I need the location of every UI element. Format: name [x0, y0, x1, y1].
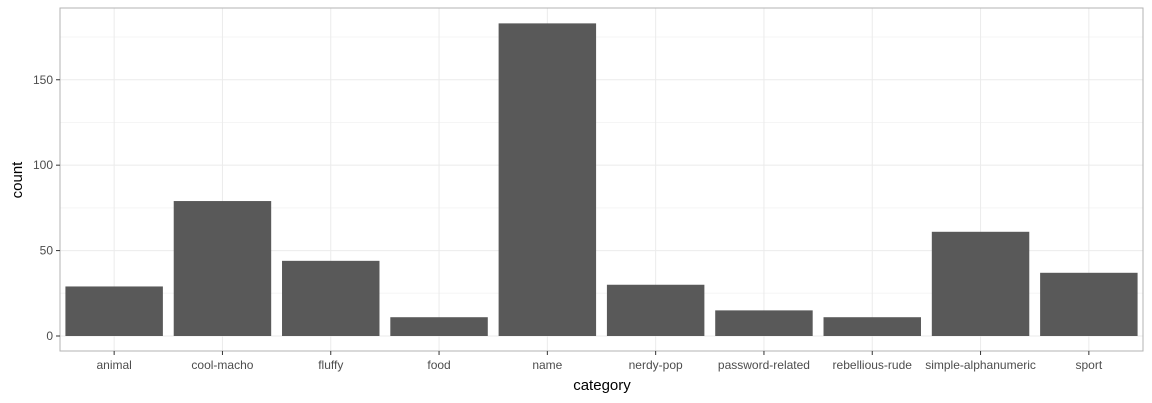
x-tick-label-rebellious-rude: rebellious-rude: [833, 358, 913, 372]
x-tick-label-fluffy: fluffy: [318, 358, 343, 372]
x-tick-label-cool-macho: cool-macho: [191, 358, 253, 372]
bar-sport: [1040, 272, 1138, 336]
x-tick-label-sport: sport: [1076, 358, 1103, 372]
bar-cool-macho: [173, 201, 272, 336]
x-axis-ticks: animal cool-macho fluffy food name nerdy-pop p…: [96, 351, 1103, 372]
y-axis-title: count: [9, 161, 26, 199]
x-tick-label-password-related: password-related: [718, 358, 810, 372]
bar-food: [390, 317, 488, 336]
bar-password-related: [715, 310, 813, 336]
bar-nerdy-pop: [606, 284, 705, 336]
bars: [65, 23, 1138, 336]
x-tick-label-food: food: [427, 358, 450, 372]
bar-name: [498, 23, 597, 336]
x-tick-label-simple-alphanumeric: simple-alphanumeric: [925, 358, 1036, 372]
x-tick-label-animal: animal: [96, 358, 131, 372]
y-tick-label: 100: [33, 158, 53, 172]
y-axis-ticks: 0 50 100 150: [33, 73, 60, 343]
bar-animal: [65, 286, 163, 336]
y-tick-label: 50: [40, 244, 54, 258]
bar-fluffy: [282, 260, 380, 336]
y-tick-label: 0: [46, 329, 53, 343]
x-tick-label-nerdy-pop: nerdy-pop: [629, 358, 683, 372]
x-tick-label-name: name: [532, 358, 562, 372]
y-tick-label: 150: [33, 73, 53, 87]
bar-rebellious-rude: [823, 317, 921, 336]
x-axis-title: category: [573, 377, 631, 394]
bar-simple-alphanumeric: [931, 231, 1030, 336]
panel-border: [59, 7, 1144, 352]
